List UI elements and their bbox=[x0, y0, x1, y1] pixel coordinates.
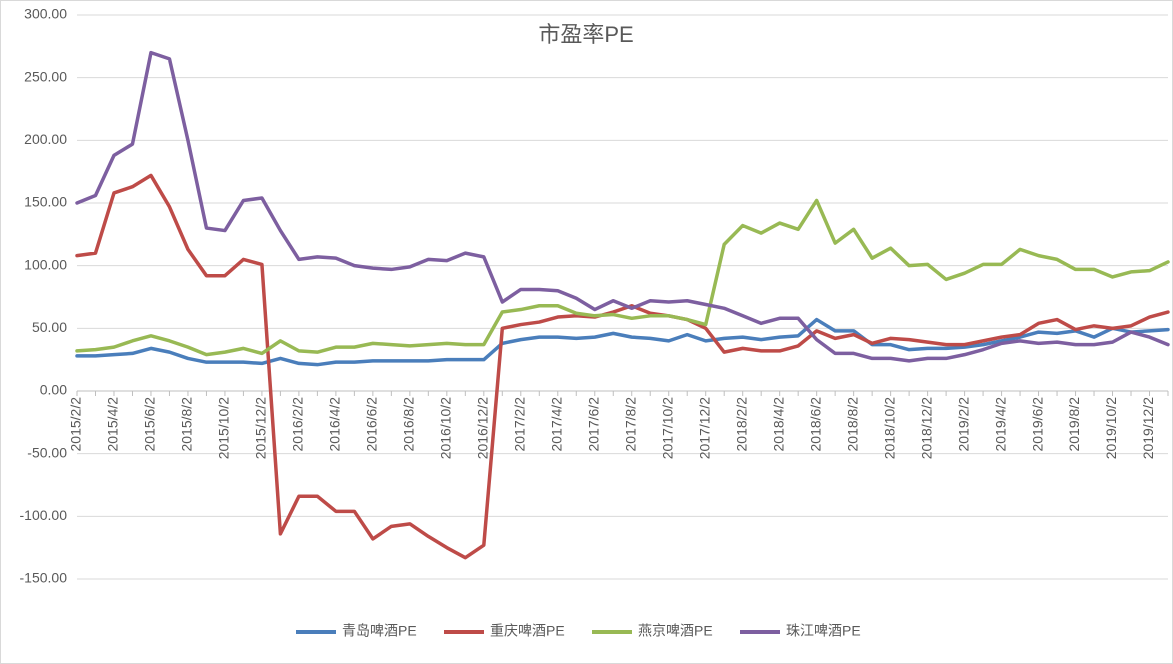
legend-label: 珠江啤酒PE bbox=[786, 623, 861, 639]
x-tick-label: 2018/12/2 bbox=[918, 397, 934, 459]
x-tick-label: 2016/2/2 bbox=[290, 397, 306, 452]
x-tick-label: 2019/10/2 bbox=[1103, 397, 1119, 459]
x-tick-label: 2019/2/2 bbox=[955, 397, 971, 452]
x-tick-label: 2018/10/2 bbox=[881, 397, 897, 459]
x-tick-label: 2016/10/2 bbox=[438, 397, 454, 459]
y-tick-label: 100.00 bbox=[24, 256, 67, 272]
y-tick-label: 50.00 bbox=[32, 319, 67, 335]
x-tick-label: 2015/6/2 bbox=[142, 397, 158, 452]
x-tick-label: 2019/12/2 bbox=[1140, 397, 1156, 459]
x-tick-label: 2017/2/2 bbox=[511, 397, 527, 452]
series-line bbox=[75, 317, 1170, 367]
legend-label: 重庆啤酒PE bbox=[490, 623, 565, 639]
x-tick-label: 2016/8/2 bbox=[401, 397, 417, 452]
x-tick-label: 2018/6/2 bbox=[807, 397, 823, 452]
chart-title: 市盈率PE bbox=[538, 22, 633, 47]
series-line bbox=[75, 173, 1170, 560]
x-tick-label: 2015/4/2 bbox=[105, 397, 121, 452]
legend-label: 青岛啤酒PE bbox=[342, 623, 417, 639]
x-tick-label: 2015/2/2 bbox=[68, 397, 84, 452]
x-tick-label: 2019/6/2 bbox=[1029, 397, 1045, 452]
x-tick-label: 2017/8/2 bbox=[622, 397, 638, 452]
y-tick-label: 0.00 bbox=[40, 382, 67, 398]
x-tick-label: 2017/10/2 bbox=[659, 397, 675, 459]
x-tick-label: 2017/4/2 bbox=[548, 397, 564, 452]
series-line bbox=[75, 50, 1170, 363]
x-tick-label: 2019/8/2 bbox=[1066, 397, 1082, 452]
x-tick-label: 2018/8/2 bbox=[844, 397, 860, 452]
legend-label: 燕京啤酒PE bbox=[638, 623, 713, 639]
y-tick-label: 200.00 bbox=[24, 131, 67, 147]
y-tick-label: -100.00 bbox=[20, 507, 68, 523]
series-line bbox=[75, 198, 1170, 357]
x-tick-label: 2019/4/2 bbox=[992, 397, 1008, 452]
y-tick-label: -150.00 bbox=[20, 570, 68, 586]
x-tick-label: 2016/4/2 bbox=[327, 397, 343, 452]
x-tick-label: 2015/8/2 bbox=[179, 397, 195, 452]
y-tick-label: 150.00 bbox=[24, 194, 67, 210]
y-tick-label: 300.00 bbox=[24, 6, 67, 22]
x-tick-label: 2018/4/2 bbox=[770, 397, 786, 452]
x-tick-label: 2015/10/2 bbox=[216, 397, 232, 459]
x-tick-label: 2017/6/2 bbox=[585, 397, 601, 452]
x-tick-label: 2018/2/2 bbox=[733, 397, 749, 452]
y-tick-label: -50.00 bbox=[27, 444, 67, 460]
y-tick-label: 250.00 bbox=[24, 68, 67, 84]
x-tick-label: 2015/12/2 bbox=[253, 397, 269, 459]
x-tick-label: 2017/12/2 bbox=[696, 397, 712, 459]
x-tick-label: 2016/12/2 bbox=[475, 397, 491, 459]
x-tick-label: 2016/6/2 bbox=[364, 397, 380, 452]
